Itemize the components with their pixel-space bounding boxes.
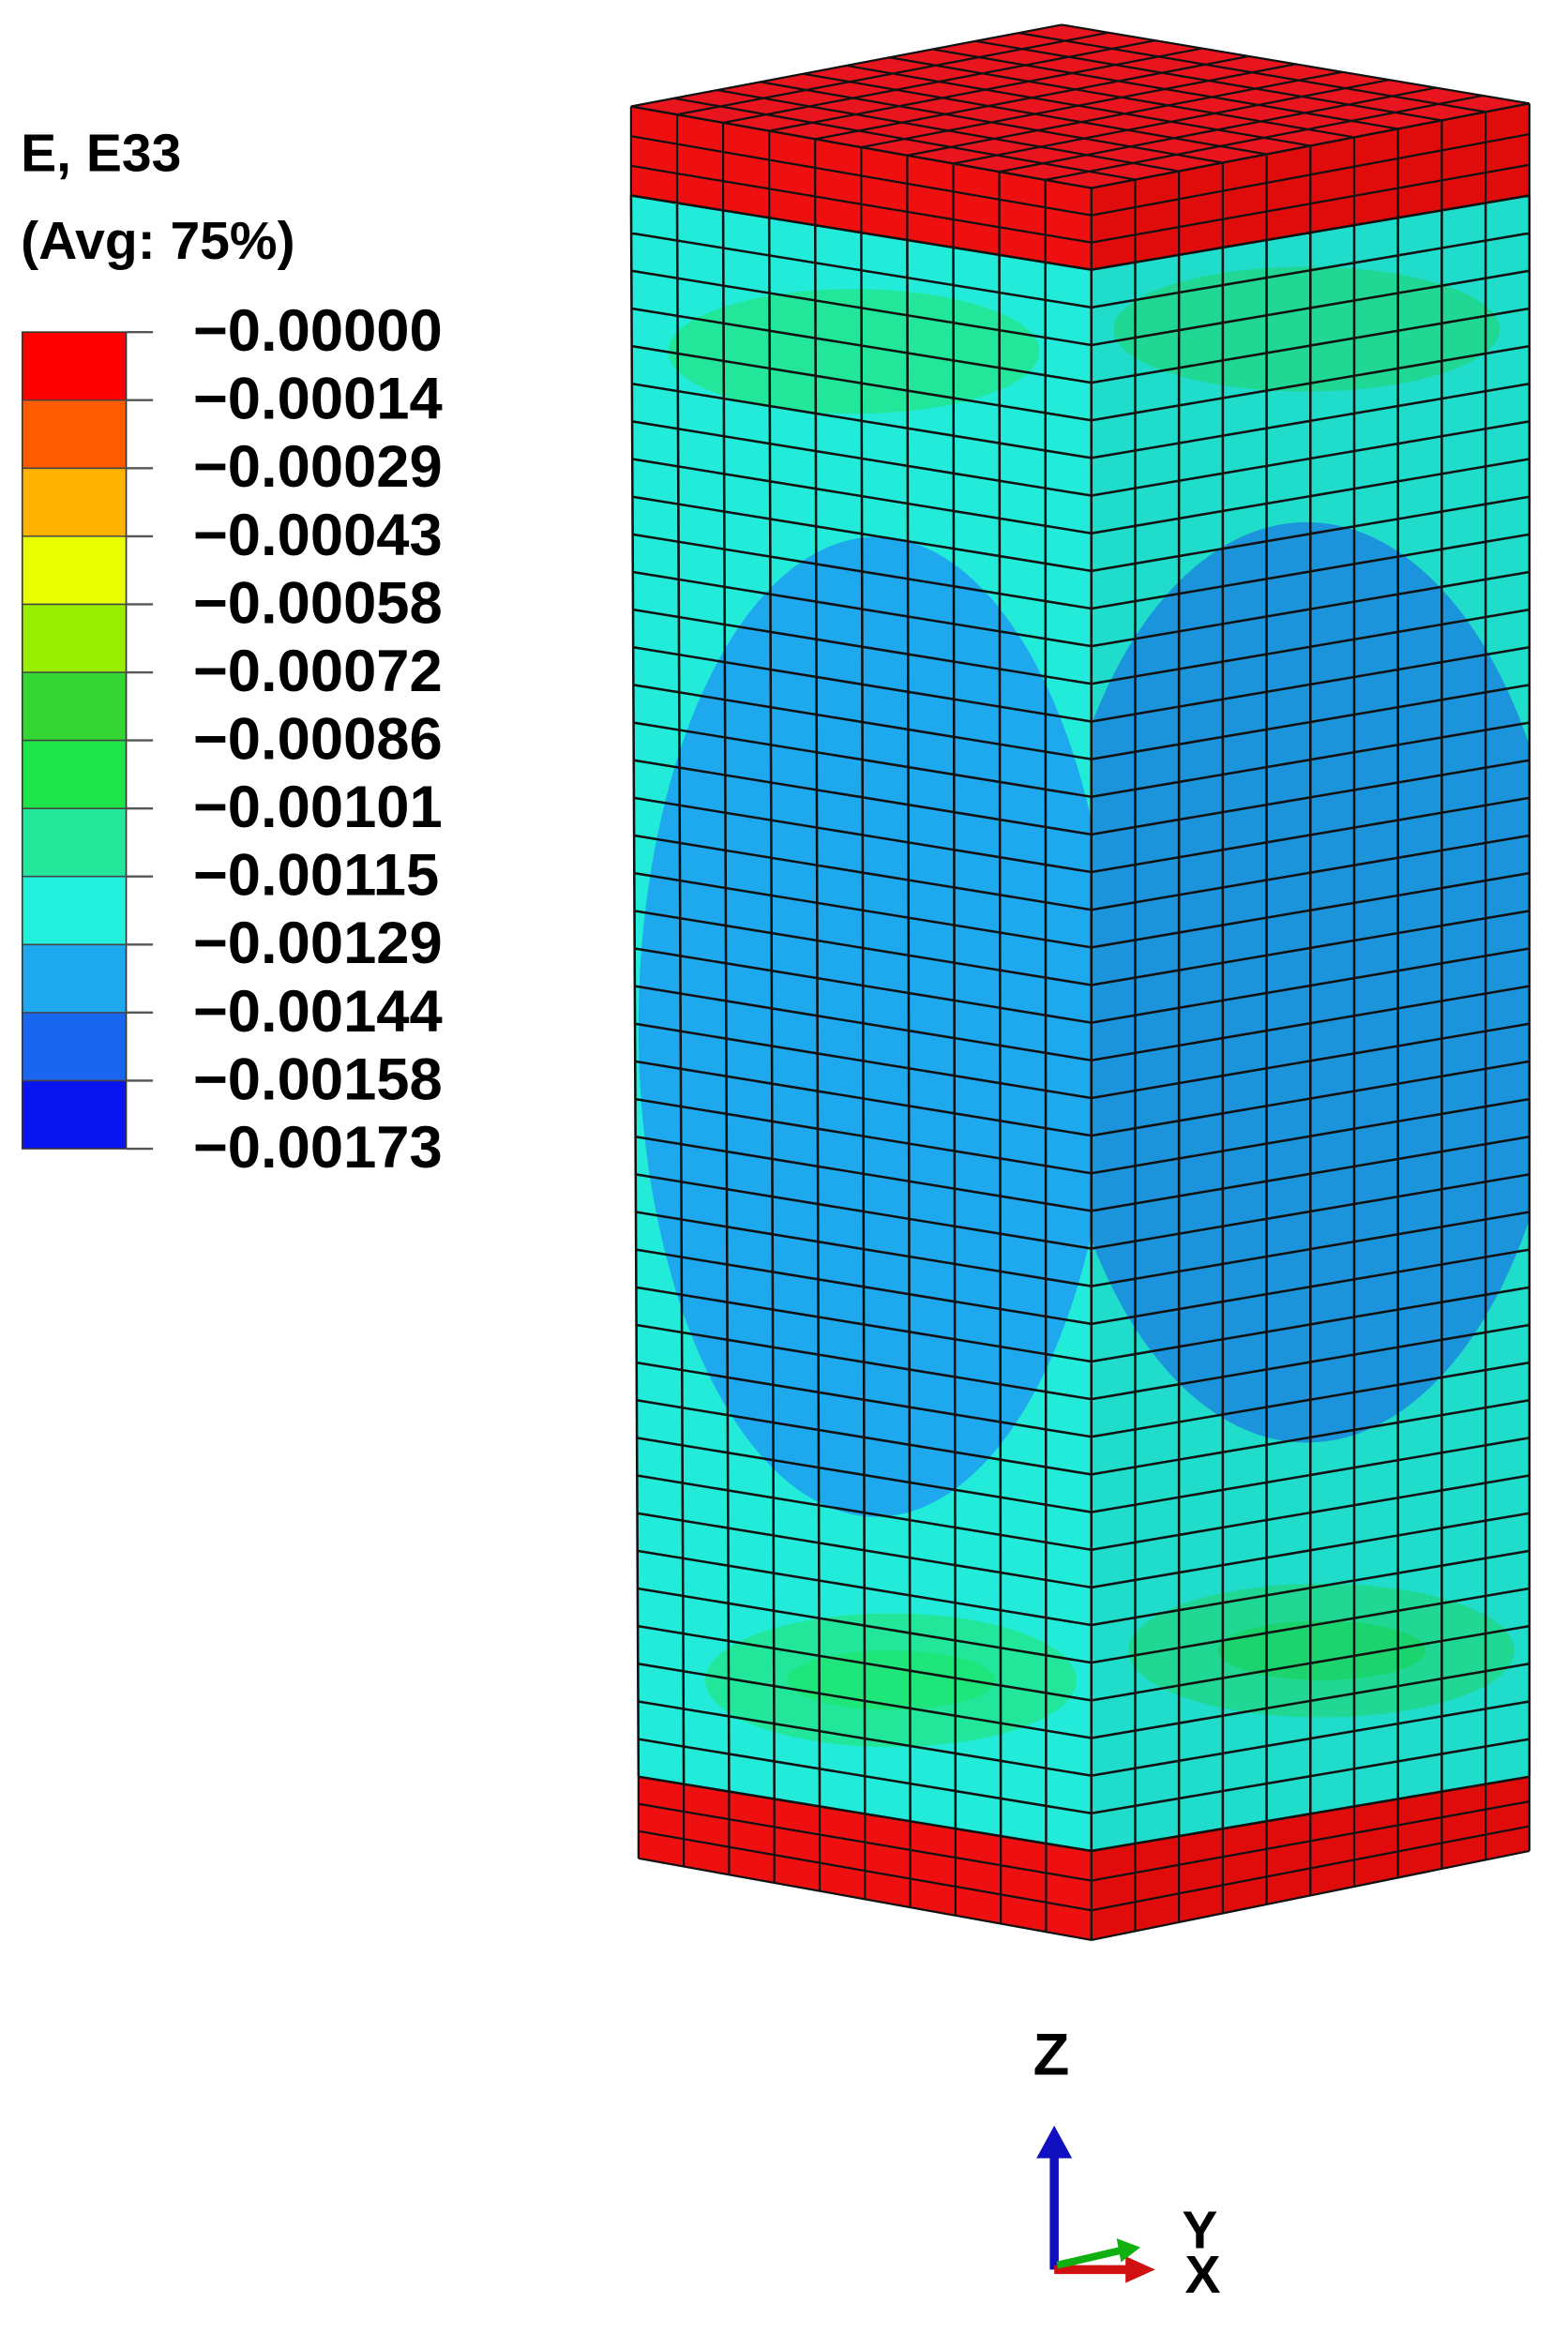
mesh-grid — [1090, 1775, 1530, 1942]
legend-title: E, E33 — [21, 123, 181, 183]
legend-swatch — [22, 740, 127, 809]
legend-swatch — [22, 1080, 127, 1149]
legend-label: −0.00014 — [193, 367, 443, 432]
legend-label: −0.00086 — [193, 706, 443, 772]
legend-label: −0.00000 — [193, 298, 443, 364]
legend-label: −0.00173 — [193, 1115, 443, 1181]
left-face — [630, 195, 1092, 1851]
legend-label: −0.00029 — [193, 434, 443, 500]
legend-swatch — [22, 944, 127, 1013]
legend-label: −0.00058 — [193, 570, 443, 636]
mesh-grid — [629, 194, 1093, 1853]
legend-swatch — [22, 808, 127, 877]
legend-label: −0.00129 — [193, 911, 443, 976]
legend-label: −0.00115 — [193, 843, 439, 909]
legend-label: −0.00043 — [193, 503, 443, 568]
legend-label: −0.00101 — [193, 775, 443, 840]
legend-label: −0.00144 — [193, 979, 443, 1045]
z-label: Z — [1033, 2022, 1070, 2087]
legend-swatch — [22, 672, 127, 741]
mesh-grid — [1090, 194, 1531, 1853]
legend-label: −0.00072 — [193, 639, 443, 704]
legend-swatch — [22, 468, 127, 536]
legend-swatch — [22, 876, 127, 945]
mesh — [629, 23, 1531, 1942]
legend-subtitle: (Avg: 75%) — [21, 211, 294, 271]
axis-triad: Z Y X — [1033, 2022, 1221, 2305]
legend-swatch — [22, 399, 127, 469]
y-label: Y — [1182, 2200, 1217, 2260]
legend-swatch — [22, 604, 127, 673]
x-label: X — [1184, 2245, 1220, 2305]
legend-label: −0.00158 — [193, 1046, 443, 1112]
legend-swatch — [22, 1012, 127, 1081]
legend: −0.00000−0.00014−0.00029−0.00043−0.00058… — [21, 298, 443, 1181]
legend-swatch — [22, 535, 127, 605]
legend-swatch — [22, 332, 127, 400]
mesh-grid — [1090, 102, 1530, 271]
